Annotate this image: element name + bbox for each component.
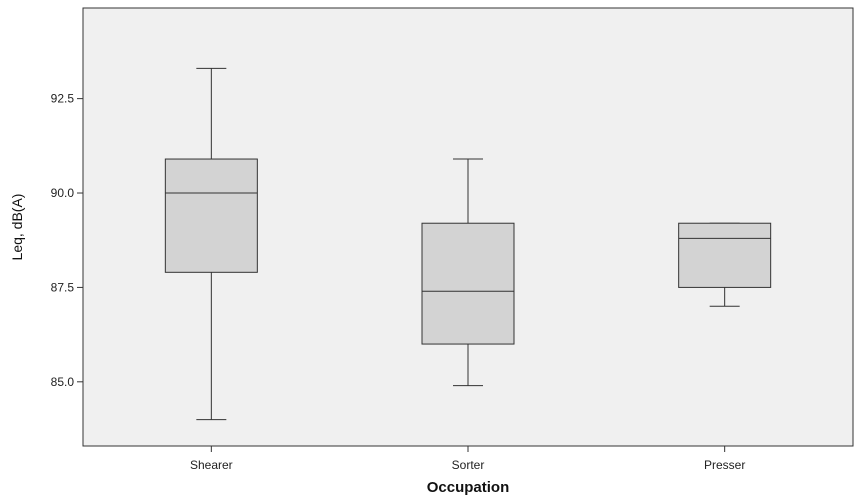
iqr-box bbox=[421, 222, 515, 345]
y-tick-label: 90.0 bbox=[51, 186, 75, 200]
y-tick-label: 85.0 bbox=[51, 375, 75, 389]
box-shearer bbox=[164, 67, 258, 421]
x-tick-label: Shearer bbox=[190, 458, 233, 472]
x-tick-label: Sorter bbox=[452, 458, 485, 472]
y-axis: 85.0 87.5 90.0 92.5 bbox=[51, 92, 83, 389]
y-tick-label: 92.5 bbox=[51, 92, 75, 106]
iqr-box bbox=[678, 222, 772, 288]
box-sorter bbox=[421, 158, 515, 387]
x-axis: Shearer Sorter Presser bbox=[190, 446, 745, 472]
x-tick-label: Presser bbox=[704, 458, 745, 472]
y-tick-label: 87.5 bbox=[51, 280, 75, 294]
iqr-box bbox=[164, 158, 258, 273]
box-presser bbox=[678, 222, 772, 307]
boxes-group bbox=[164, 67, 772, 421]
y-axis-title: Leq, dB(A) bbox=[9, 194, 25, 261]
x-axis-title: Occupation bbox=[427, 479, 510, 496]
